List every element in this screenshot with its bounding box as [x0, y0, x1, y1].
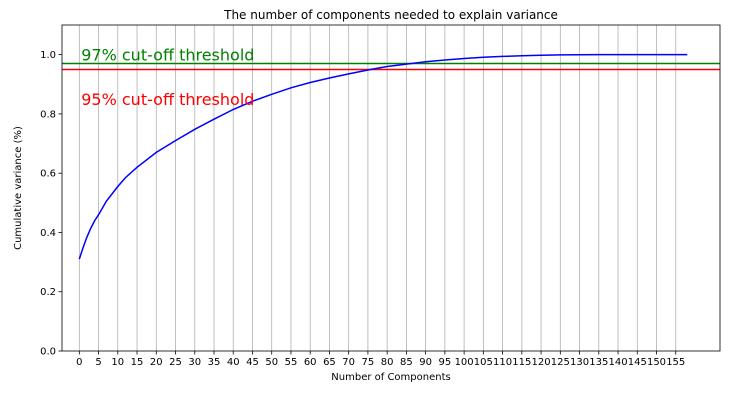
x-tick-label: 15 [131, 357, 144, 368]
x-tick-label: 105 [474, 357, 493, 368]
x-tick-label: 115 [512, 357, 531, 368]
x-tick-label: 65 [323, 357, 336, 368]
threshold-labels: 97% cut-off threshold 95% cut-off thresho… [81, 46, 254, 109]
x-tick-label: 45 [246, 357, 259, 368]
plot-frame [61, 24, 721, 352]
x-tick-label: 95 [439, 357, 452, 368]
x-tick-label: 145 [628, 357, 647, 368]
x-tick-label: 125 [551, 357, 570, 368]
x-tick-label: 100 [455, 357, 474, 368]
y-axis-ticks: 0.0 0.2 0.4 0.6 0.8 1.0 [40, 50, 62, 358]
threshold-label: 95% cut-off threshold [81, 90, 254, 109]
y-tick-label: 0.8 [40, 109, 56, 120]
threshold-label: 97% cut-off threshold [81, 46, 254, 65]
x-axis-ticks: 0 5 10 15 20 25 30 35 40 45 50 55 60 65 70 75 80 85 90 95 10… [76, 351, 685, 368]
y-tick-label: 0.4 [40, 228, 56, 239]
x-tick-label: 20 [150, 357, 163, 368]
y-tick-label: 0.2 [40, 287, 56, 298]
y-tick-label: 0.0 [40, 347, 56, 358]
x-tick-label: 120 [532, 357, 551, 368]
chart-title: The number of components needed to expla… [223, 8, 558, 22]
x-tick-label: 55 [285, 357, 298, 368]
y-axis-label: Cumulative variance (%) [13, 126, 24, 250]
x-tick-label: 140 [608, 357, 627, 368]
x-tick-label: 5 [95, 357, 101, 368]
x-tick-label: 60 [304, 357, 317, 368]
x-tick-label: 90 [419, 357, 432, 368]
x-tick-label: 25 [169, 357, 182, 368]
x-tick-label: 155 [666, 357, 685, 368]
y-tick-label: 0.6 [40, 169, 56, 180]
x-tick-label: 40 [227, 357, 240, 368]
x-tick-label: 0 [76, 357, 82, 368]
y-tick-label: 1.0 [40, 50, 56, 61]
threshold-lines [62, 62, 720, 71]
grid [78, 25, 677, 351]
x-tick-label: 85 [400, 357, 413, 368]
cumulative-variance-line [78, 53, 688, 260]
x-tick-label: 50 [265, 357, 278, 368]
x-tick-label: 70 [342, 357, 355, 368]
x-tick-label: 35 [208, 357, 221, 368]
x-tick-label: 30 [188, 357, 201, 368]
x-tick-label: 75 [362, 357, 375, 368]
x-tick-label: 150 [647, 357, 666, 368]
x-tick-label: 110 [493, 357, 512, 368]
x-tick-label: 10 [111, 357, 124, 368]
x-tick-label: 130 [570, 357, 589, 368]
x-tick-label: 80 [381, 357, 394, 368]
x-axis-label: Number of Components [331, 372, 450, 383]
x-tick-label: 135 [589, 357, 608, 368]
